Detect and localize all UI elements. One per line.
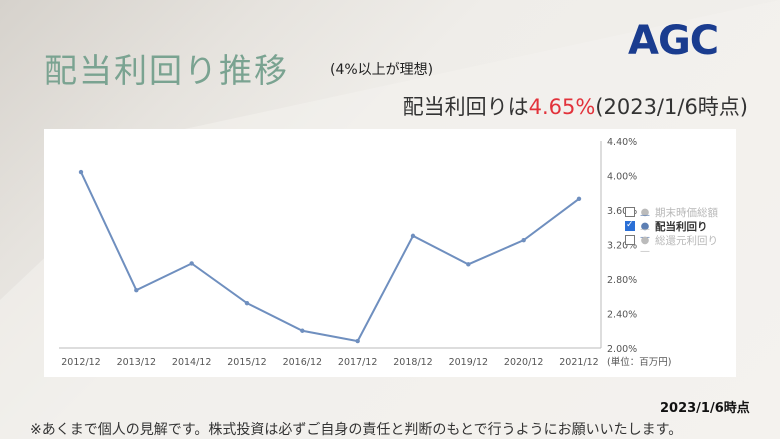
legend-marker-icon: ●	[640, 206, 650, 218]
headline-suffix: (2023/1/6時点)	[595, 95, 748, 119]
chart-panel: 2.00% 2.40% 2.80% 3.20% 3.60% 4.00% 4.40% 2012/…	[44, 129, 736, 377]
x-tick-label: 2013/12	[117, 357, 156, 368]
legend-item[interactable]: —●— 配当利回り	[625, 210, 718, 243]
x-tick-label: 2016/12	[283, 357, 322, 368]
x-tick-label: 2021/12	[559, 357, 598, 368]
line-chart: 2.00% 2.40% 2.80% 3.20% 3.60% 4.00% 4.40% 2012/…	[59, 137, 671, 368]
data-point	[521, 237, 526, 243]
y-tick-label: 4.40%	[607, 137, 637, 148]
legend-label: 期末時価総額	[655, 206, 718, 219]
y-tick-label: 3.20%	[607, 241, 637, 252]
title-note: (4%以上が理想)	[330, 62, 434, 78]
data-point	[300, 328, 305, 333]
company-logo: AGC	[628, 18, 719, 64]
headline-value: 4.65%	[528, 95, 596, 119]
data-point	[134, 288, 139, 293]
x-tick-label: 2012/12	[61, 357, 100, 368]
x-tick-label: 2017/12	[338, 357, 377, 368]
legend-label: 総還元利回り	[655, 234, 718, 247]
chart-legend: ● 期末時価総額 —●— 配当利回り —●— 総還元利回り	[625, 205, 718, 257]
as-of-date: 2023/1/6時点	[660, 401, 750, 416]
unit-label: (単位：百万円)	[607, 356, 671, 368]
y-tick-label: 2.40%	[607, 310, 637, 321]
x-tick-label: 2018/12	[393, 357, 432, 368]
page-title: 配当利回り推移	[44, 51, 289, 90]
data-point	[466, 262, 471, 267]
legend-item[interactable]: —●— 総還元利回り	[625, 224, 718, 257]
y-tick-label: 4.00%	[607, 172, 637, 183]
legend-label: 配当利回り	[655, 220, 708, 233]
y-tick-label: 3.60%	[607, 206, 637, 217]
y-tick-label: 2.80%	[607, 275, 637, 286]
series-line	[80, 171, 580, 343]
legend-marker-icon: —●—	[640, 209, 650, 243]
data-point	[78, 169, 84, 175]
legend-item[interactable]: ● 期末時価総額	[625, 205, 718, 219]
x-tick-label: 2019/12	[449, 357, 488, 368]
x-tick-label: 2020/12	[504, 357, 543, 368]
legend-checkbox[interactable]	[625, 207, 635, 217]
data-point	[244, 300, 250, 306]
x-tick-label: 2015/12	[227, 357, 266, 368]
disclaimer: ※あくまで個人の見解です。株式投資は必ずご自身の責任と判断のもとで行うようにお願…	[30, 422, 683, 438]
data-point	[189, 261, 194, 266]
headline-prefix: 配当利回りは	[402, 95, 529, 119]
data-point	[410, 233, 416, 239]
yield-headline: 配当利回りは4.65%(2023/1/6時点)	[403, 91, 748, 121]
data-point	[576, 196, 582, 201]
legend-marker-icon: —●—	[640, 223, 650, 257]
legend-checkbox[interactable]	[625, 235, 635, 245]
y-tick-label: 2.00%	[607, 344, 637, 355]
x-tick-label: 2014/12	[172, 357, 211, 368]
data-point	[355, 338, 360, 344]
legend-checkbox[interactable]	[625, 220, 635, 231]
